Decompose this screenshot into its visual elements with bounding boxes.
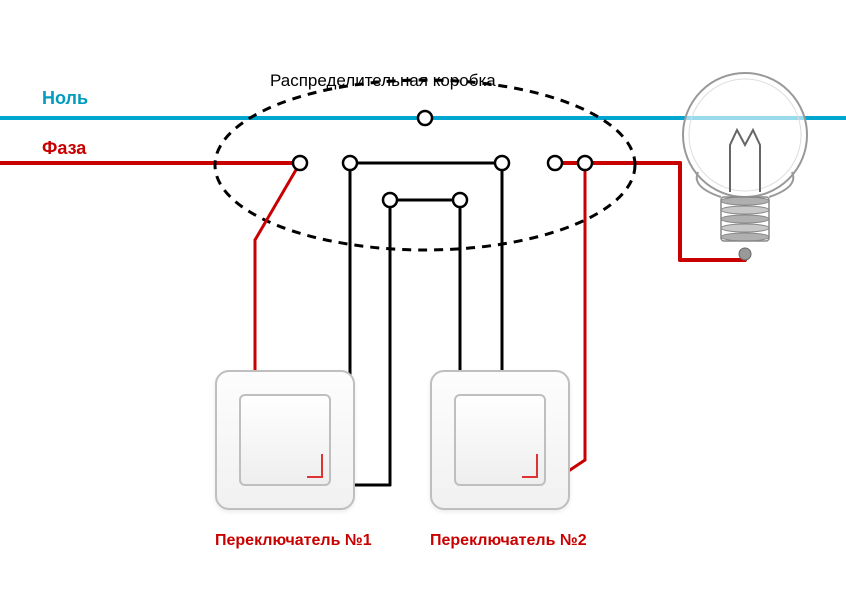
switch-2-indicator xyxy=(522,454,538,478)
switch-2-rocker xyxy=(454,394,546,486)
label-junction-box: Распределительная коробка xyxy=(270,71,496,91)
label-neutral: Ноль xyxy=(42,88,88,109)
switch-1-indicator xyxy=(307,454,323,478)
switch-1 xyxy=(215,370,355,510)
label-switch-2: Переключатель №2 xyxy=(430,532,587,550)
switch-2 xyxy=(430,370,570,510)
label-switch-1: Переключатель №1 xyxy=(215,532,372,550)
switch-1-rocker xyxy=(239,394,331,486)
label-phase: Фаза xyxy=(42,138,86,159)
